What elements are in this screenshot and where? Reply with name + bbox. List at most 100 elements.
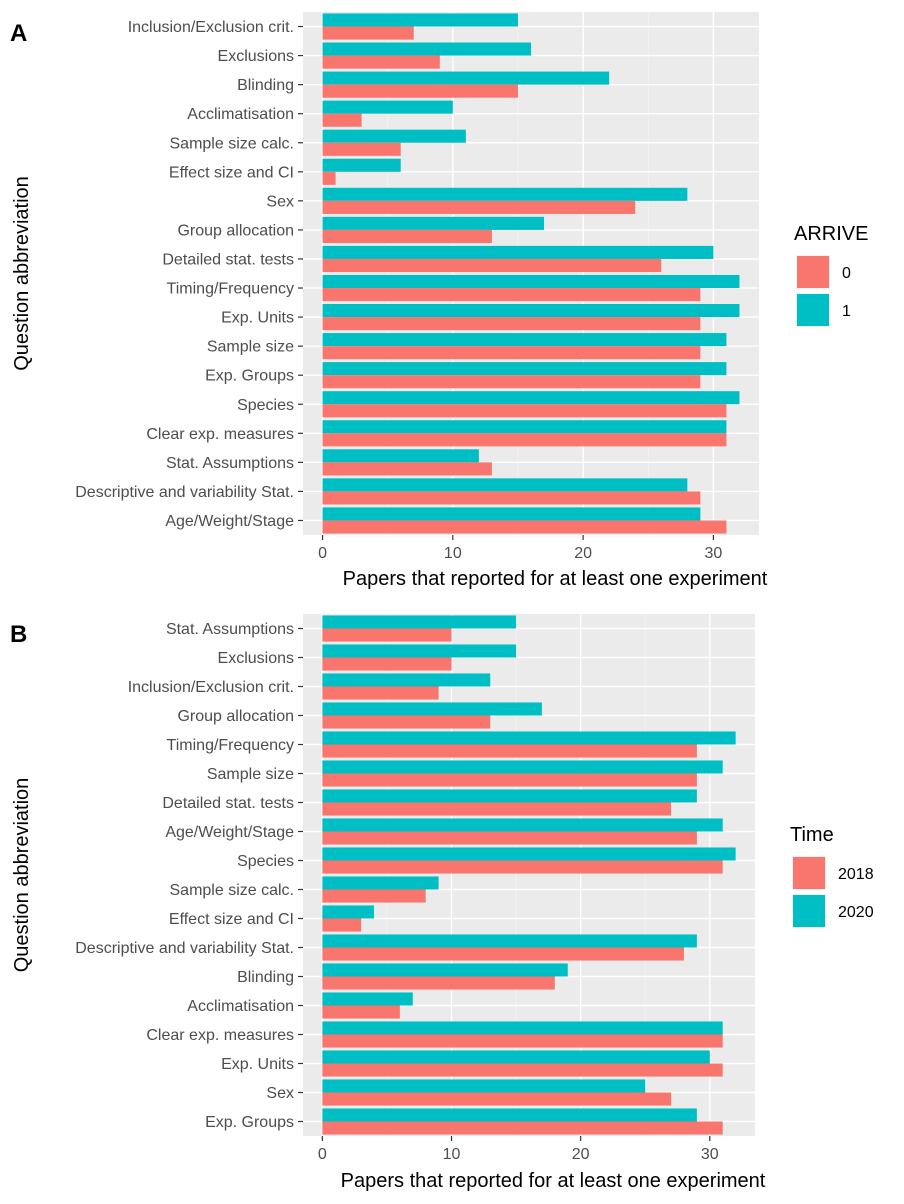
bar-0 [322,462,492,476]
bar-1 [322,187,688,201]
bar-2020 [322,818,723,832]
y-tick-label: Descriptive and variability Stat. [75,484,294,501]
bar-1 [322,100,453,114]
y-tick-label: Exp. Units [221,1056,294,1073]
y-tick-label: Acclimatisation [187,106,294,123]
bar-1 [322,129,466,143]
bar-2018 [322,657,452,671]
bar-0 [322,433,727,447]
panel-b: B Stat. Assumptions Exclusions Inclusion/Ex… [10,614,874,1192]
y-tick-label: Species [237,397,294,414]
bar-1 [322,216,545,230]
y-tick-label: Clear exp. measures [146,426,294,443]
y-tick-label: Sample size calc. [170,882,295,899]
y-tick-label: Inclusion/Exclusion crit. [128,679,294,696]
bar-1 [322,449,479,463]
x-tick-label: 10 [444,545,462,562]
legend-label: 2020 [838,904,874,921]
bar-2020 [322,789,697,803]
legend-title: ARRIVE [794,223,868,245]
y-tick-label: Exp. Groups [205,1114,294,1131]
bar-1 [322,304,740,318]
bar-2018 [322,947,684,961]
plot-background [303,12,759,535]
y-axis-title: Question abbreviation [11,176,33,371]
bar-2018 [322,1121,723,1135]
legend-title: Time [790,824,834,846]
bar-0 [322,113,362,127]
y-tick-label: Group allocation [177,708,294,725]
bar-0 [322,142,401,156]
legend-key-2018 [793,857,825,889]
bar-2018 [322,628,452,642]
y-tick-label: Sample size [207,766,294,783]
legend-key-0 [797,256,829,288]
x-tick-label: 10 [443,1146,461,1163]
panel-tag: B [10,621,27,648]
bar-2020 [322,963,568,977]
y-tick-label: Acclimatisation [187,998,294,1015]
legend: Time 2018 2020 [790,824,874,928]
bar-2020 [322,615,517,629]
x-axis-title: Papers that reported for at least one ex… [343,568,768,590]
bar-0 [322,317,701,331]
bar-0 [322,375,701,389]
bar-2020 [322,1050,710,1064]
bar-2018 [322,889,426,903]
bar-2018 [322,1092,672,1106]
bar-2020 [322,1021,723,1035]
bar-2020 [322,934,697,948]
y-tick-label: Group allocation [177,222,294,239]
y-tick-label: Sample size calc. [170,135,295,152]
y-tick-label: Sample size [207,339,294,356]
bar-1 [322,362,727,376]
bar-2018 [322,715,491,729]
bar-2018 [322,1063,723,1077]
x-tick-label: 30 [705,545,723,562]
bar-0 [322,491,701,505]
bar-2018 [322,1005,400,1019]
legend-label: 0 [842,265,851,282]
y-axis-title: Question abbreviation [11,778,33,973]
bar-2018 [322,976,555,990]
bar-0 [322,258,662,273]
bar-2020 [322,876,439,890]
x-tick-label: 20 [574,545,592,562]
x-tick-label: 0 [318,545,327,562]
bar-2018 [322,802,672,816]
bar-1 [322,391,740,405]
bar-2020 [322,702,542,716]
bar-1 [322,13,518,27]
bar-1 [322,245,714,259]
bar-0 [322,84,518,98]
plot-background [303,614,755,1136]
bar-2020 [322,847,736,861]
bar-0 [322,171,336,185]
bar-2018 [322,831,697,845]
bar-2020 [322,905,375,919]
x-tick-label: 0 [318,1146,327,1163]
y-tick-label: Descriptive and variability Stat. [75,940,294,957]
bar-2020 [322,673,491,687]
y-tick-label: Age/Weight/Stage [165,824,294,841]
x-tick-label: 20 [572,1146,590,1163]
bar-2018 [322,744,697,758]
bar-2018 [322,1034,723,1048]
legend-key-1 [797,294,829,326]
bar-2020 [322,1108,697,1122]
legend-key-2020 [793,895,825,927]
bar-2018 [322,918,362,932]
y-tick-label: Sex [266,193,294,210]
x-axis-title: Papers that reported for at least one ex… [341,1170,766,1192]
y-tick-label: Inclusion/Exclusion crit. [128,19,294,36]
bar-1 [322,71,610,85]
panel-tag: A [10,20,27,47]
legend: ARRIVE 0 1 [794,223,868,327]
bar-2020 [322,1079,646,1093]
y-tick-label: Stat. Assumptions [166,455,294,472]
y-tick-label: Effect size and CI [169,911,294,928]
bar-2020 [322,992,413,1006]
bar-0 [322,288,701,302]
bar-0 [322,55,440,69]
